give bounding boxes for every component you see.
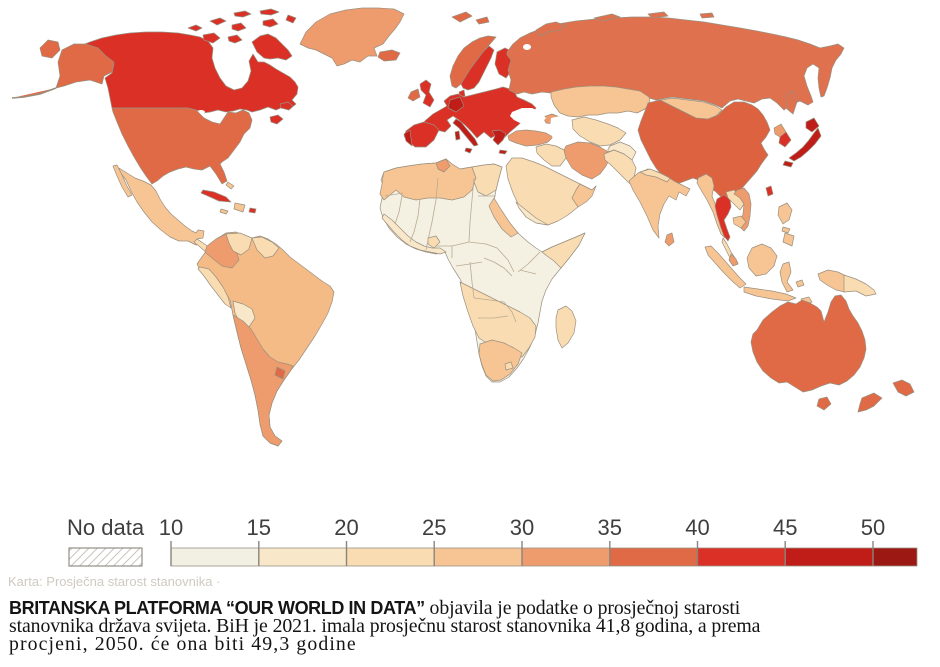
svg-text:No data: No data — [67, 515, 145, 540]
svg-text:20: 20 — [334, 515, 358, 540]
svg-text:50: 50 — [861, 515, 885, 540]
svg-text:40: 40 — [685, 515, 709, 540]
svg-text:45: 45 — [773, 515, 797, 540]
svg-text:30: 30 — [510, 515, 534, 540]
svg-text:25: 25 — [422, 515, 446, 540]
svg-text:35: 35 — [598, 515, 622, 540]
svg-text:10: 10 — [159, 515, 183, 540]
svg-text:Karta: Prosječna starost stano: Karta: Prosječna starost stanovnika · — [8, 574, 220, 589]
svg-text:15: 15 — [247, 515, 271, 540]
